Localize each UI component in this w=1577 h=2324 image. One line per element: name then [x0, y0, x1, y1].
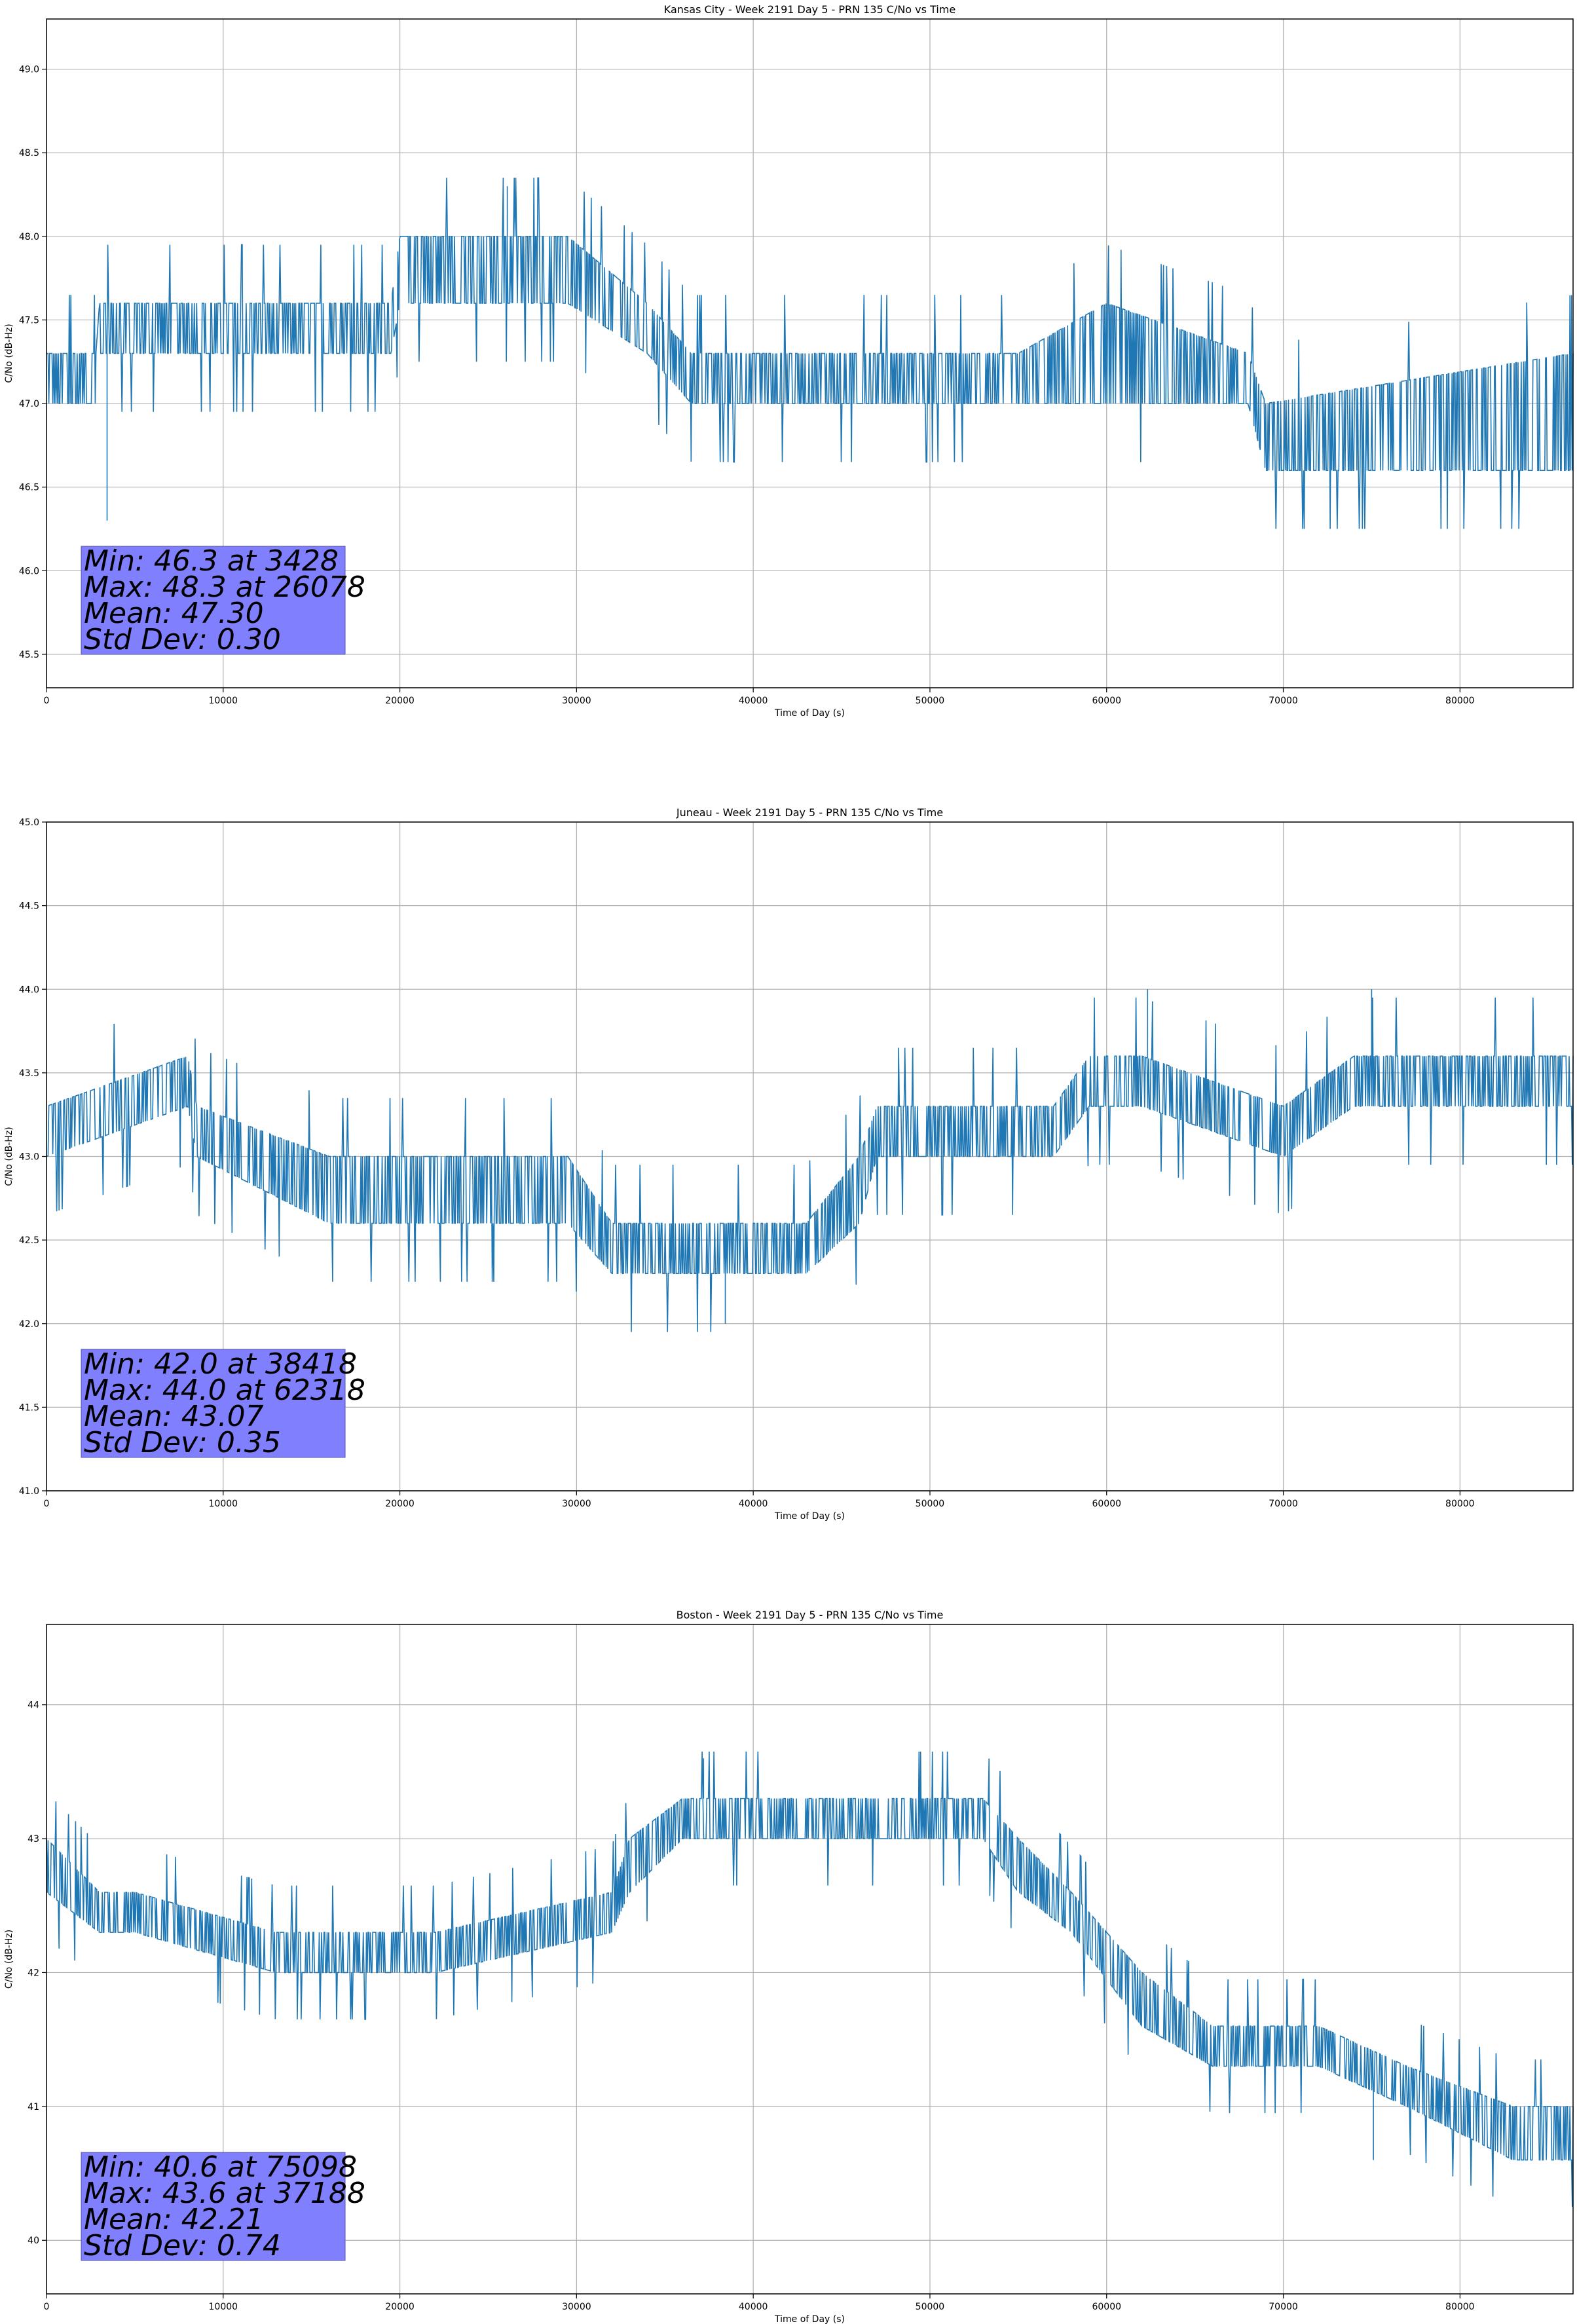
y-tick-label: 45.5 [19, 650, 39, 660]
y-tick-label: 41.0 [19, 1486, 39, 1497]
stats-min: Min: 40.6 at 75098 [84, 2150, 357, 2184]
x-tick-label: 20000 [385, 1499, 415, 1509]
y-tick-label: 40 [28, 2236, 39, 2246]
y-axis-label: C/No (dB-Hz) [4, 324, 14, 383]
y-tick-label: 45.0 [19, 817, 39, 828]
y-tick-label: 47.5 [19, 315, 39, 326]
stats-mean: Mean: 43.07 [84, 1400, 264, 1433]
stats-std: Std Dev: 0.74 [84, 2229, 281, 2262]
y-tick-label: 46.5 [19, 483, 39, 493]
x-tick-label: 20000 [385, 696, 415, 706]
y-tick-label: 44 [28, 1700, 39, 1711]
stats-std: Std Dev: 0.30 [84, 623, 281, 656]
chart-title: Juneau - Week 2191 Day 5 - PRN 135 C/No … [676, 806, 943, 819]
x-tick-label: 40000 [739, 2302, 768, 2312]
x-tick-label: 80000 [1445, 696, 1475, 706]
x-axis-label: Time of Day (s) [774, 1511, 845, 1522]
stats-max: Max: 48.3 at 26078 [84, 571, 365, 604]
stats-min: Min: 42.0 at 38418 [84, 1347, 357, 1381]
x-tick-label: 50000 [916, 696, 945, 706]
y-tick-label: 47.0 [19, 399, 39, 409]
chart-panel-1: 0 10000 20000 30000 40000 50000 60000 70000 8000… [4, 3, 1574, 719]
y-axis-label: C/No (dB-Hz) [4, 1930, 14, 1989]
stats-std: Std Dev: 0.35 [84, 1426, 281, 1459]
chart-title: Boston - Week 2191 Day 5 - PRN 135 C/No … [677, 1609, 944, 1621]
series-line [46, 1752, 1574, 2207]
x-tick-label: 70000 [1269, 696, 1298, 706]
y-axis-label: C/No (dB-Hz) [4, 1127, 14, 1186]
y-tick-label: 44.5 [19, 901, 39, 912]
stats-box-background [81, 546, 346, 655]
y-tick-label: 43 [28, 1834, 39, 1845]
x-tick-label: 50000 [916, 1499, 945, 1509]
x-tick-label: 0 [44, 696, 50, 706]
x-tick-label: 70000 [1269, 1499, 1298, 1509]
stats-min: Min: 46.3 at 3428 [84, 544, 339, 578]
chart-panel-3: 0 10000 20000 30000 40000 50000 60000 70000 8000… [4, 1609, 1574, 2324]
series-line [46, 989, 1574, 1332]
y-tick-label: 42 [28, 1968, 39, 1978]
x-axis-label: Time of Day (s) [774, 708, 845, 719]
x-tick-label: 10000 [209, 696, 238, 706]
stats-max: Max: 43.6 at 37188 [84, 2177, 365, 2210]
y-tick-label: 42.5 [19, 1235, 39, 1246]
x-tick-label: 0 [44, 1499, 50, 1509]
grid [46, 1624, 1573, 2294]
y-tick-label: 41.5 [19, 1402, 39, 1413]
series-cno [46, 989, 1574, 1332]
x-axis-label: Time of Day (s) [774, 2314, 845, 2324]
x-tick-label: 60000 [1092, 696, 1121, 706]
y-tick-label: 46.0 [19, 566, 39, 576]
y-tick-label: 43.5 [19, 1068, 39, 1079]
plot-frame [46, 1624, 1574, 2295]
x-tick-label: 30000 [562, 1499, 591, 1509]
x-tick-label: 80000 [1445, 2302, 1475, 2312]
series-cno [46, 1752, 1574, 2207]
y-tick-label: 48.5 [19, 148, 39, 159]
x-tick-label: 60000 [1092, 2302, 1121, 2312]
y-tick-label: 41 [28, 2102, 39, 2112]
y-tick-label: 44.0 [19, 984, 39, 995]
stats-mean: Mean: 42.21 [84, 2203, 264, 2236]
stats-max: Max: 44.0 at 62318 [84, 1374, 365, 1407]
series-cno [46, 177, 1574, 529]
grid [46, 19, 1573, 688]
x-tick-label: 70000 [1269, 2302, 1298, 2312]
chart-title: Kansas City - Week 2191 Day 5 - PRN 135 … [664, 3, 955, 16]
stats-box-background [81, 2152, 346, 2261]
chart-panel-2: 0 10000 20000 30000 40000 50000 60000 70000 8000… [4, 806, 1574, 1522]
x-tick-label: 10000 [209, 2302, 238, 2312]
x-tick-label: 10000 [209, 1499, 238, 1509]
series-line [46, 177, 1574, 529]
plot-frame [46, 18, 1574, 688]
x-tick-label: 40000 [739, 1499, 768, 1509]
x-tick-label: 20000 [385, 2302, 415, 2312]
y-tick-label: 43.0 [19, 1152, 39, 1163]
x-tick-label: 60000 [1092, 1499, 1121, 1509]
x-tick-label: 30000 [562, 696, 591, 706]
y-tick-label: 49.0 [19, 65, 39, 75]
x-tick-label: 40000 [739, 696, 768, 706]
y-tick-label: 42.0 [19, 1319, 39, 1330]
x-tick-label: 30000 [562, 2302, 591, 2312]
y-tick-label: 48.0 [19, 232, 39, 242]
x-tick-label: 50000 [916, 2302, 945, 2312]
stats-mean: Mean: 47.30 [84, 597, 264, 630]
x-tick-label: 80000 [1445, 1499, 1475, 1509]
stats-box-background [81, 1349, 346, 1458]
x-tick-label: 0 [44, 2302, 50, 2312]
